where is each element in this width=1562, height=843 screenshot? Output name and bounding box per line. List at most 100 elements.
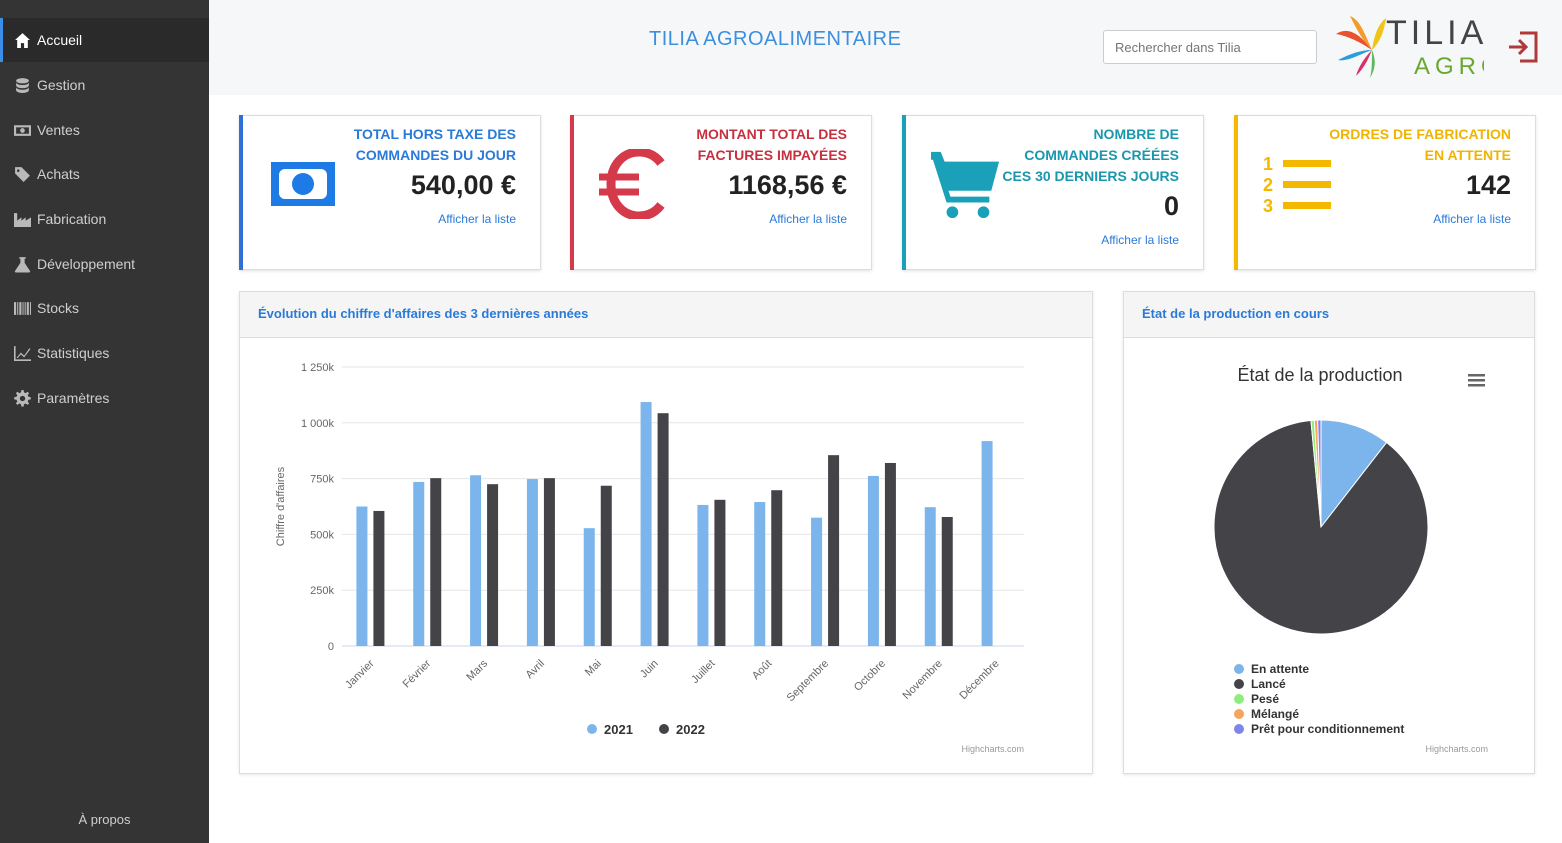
svg-text:1: 1 [1263,154,1273,174]
line-chart-icon [12,344,32,362]
card-title: NOMBRE DE COMMANDES CRÉÉES CES 30 DERNIE… [1002,124,1179,187]
chart-credit: Highcharts.com [961,744,1024,754]
sidebar-item-parametres[interactable]: Paramètres [0,376,209,420]
bar-2022 [430,478,442,646]
logo-text-tilia: TILIA [1386,14,1484,52]
database-icon [12,76,32,94]
bar-2021 [413,481,425,646]
bar-2021 [583,528,595,646]
y-tick-label: 0 [328,641,334,653]
card-title-line: ORDRES DE FABRICATION [1329,126,1511,142]
pie-slice [1320,419,1388,529]
legend-marker [1234,694,1244,704]
card-accent [902,115,906,270]
card-title: MONTANT TOTAL DES FACTURES IMPAYÉES [696,124,847,166]
logo-text-agro: AGRO [1414,53,1484,80]
card-accent [239,115,243,270]
x-tick-label: Avril [524,658,547,681]
legend-label: 2022 [676,722,705,737]
bar-2021 [754,502,766,646]
menu-line [1468,384,1485,387]
top-header: TILIA AGROALIMENTAIRE TILIA AGRO [209,0,1562,95]
x-tick-label: Juillet [689,658,717,686]
bar-2022 [657,413,669,646]
sidebar-item-statistiques[interactable]: Statistiques [0,331,209,375]
chart-credit: Highcharts.com [1425,744,1488,754]
legend-label: Prêt pour conditionnement [1251,722,1404,736]
cart-icon [931,144,1001,224]
x-tick-label: Juin [638,658,661,681]
sidebar-item-gestion[interactable]: Gestion [0,63,209,107]
show-list-link[interactable]: Afficher la liste [438,212,516,226]
bar-2021 [697,504,709,646]
menu-line [1468,379,1485,382]
sidebar-item-fabrication[interactable]: Fabrication [0,197,209,241]
home-icon [12,31,32,49]
bar-2021 [470,475,482,646]
x-tick-label: Décembre [957,658,1001,702]
about-link[interactable]: À propos [78,812,131,827]
legend-marker [1234,664,1244,674]
logout-icon[interactable] [1506,30,1540,64]
x-tick-label: Mai [583,658,604,679]
x-tick-label: Août [750,658,774,682]
sidebar-item-achats[interactable]: Achats [0,152,209,196]
legend-marker [587,724,597,734]
x-tick-label: Janvier [343,657,377,691]
card-title: ORDRES DE FABRICATION EN ATTENTE [1329,124,1511,166]
y-tick-label: 1 000k [301,418,335,430]
card-title-line: MONTANT TOTAL DES [696,126,847,142]
svg-text:2: 2 [1263,175,1273,195]
app-title: TILIA AGROALIMENTAIRE [649,28,902,50]
gear-icon [12,389,32,407]
sidebar-item-label: Accueil [37,32,83,48]
bar-2022 [373,510,385,646]
card-title-line: TOTAL HORS TAXE DES [353,126,516,142]
bar-2022 [487,484,499,646]
x-tick-label: Mars [464,657,490,683]
search-input[interactable] [1103,30,1317,64]
sidebar-item-stocks[interactable]: Stocks [0,286,209,330]
y-tick-label: 750k [310,474,334,486]
card-accent [570,115,574,270]
show-list-link[interactable]: Afficher la liste [1101,233,1179,247]
y-tick-label: 250k [310,585,334,597]
pie-title: État de la production [1237,365,1402,385]
pie-slice [1317,419,1322,528]
bar-2022 [771,490,783,646]
chart-menu-icon[interactable] [1468,374,1485,387]
panel-title: Évolution du chiffre d'affaires des 3 de… [240,292,1092,338]
card-title-line: COMMANDES CRÉÉES [1024,147,1179,163]
bar-2021 [526,479,538,646]
legend-marker [659,724,669,734]
bar-2021 [924,507,936,646]
sidebar-item-label: Gestion [37,77,86,93]
card-value: 1168,56 € [728,170,847,200]
kpi-card-orders-created: NOMBRE DE COMMANDES CRÉÉES CES 30 DERNIE… [902,115,1204,270]
sidebar-item-label: Stocks [37,300,80,316]
bar-2022 [941,516,953,646]
sidebar-item-label: Paramètres [37,390,110,406]
show-list-link[interactable]: Afficher la liste [1433,212,1511,226]
card-title: TOTAL HORS TAXE DES COMMANDES DU JOUR [354,124,516,166]
card-value: 540,00 € [410,170,516,200]
pie-slice [1213,419,1429,635]
barcode-icon [12,299,32,317]
legend-marker [1234,724,1244,734]
show-list-link[interactable]: Afficher la liste [769,212,847,226]
y-tick-label: 500k [310,529,334,541]
card-title-line: EN ATTENTE [1424,147,1511,163]
y-tick-label: 1 250k [301,362,335,374]
sidebar-item-accueil[interactable]: Accueil [0,18,209,62]
bar-2021 [356,506,368,646]
legend-marker [1234,709,1244,719]
card-title-line: NOMBRE DE [1093,126,1179,142]
legend-label: En attente [1251,662,1309,676]
euro-icon [599,144,669,224]
bar-2022 [543,478,555,646]
industry-icon [12,210,32,228]
sidebar-item-developpement[interactable]: Développement [0,242,209,286]
sidebar: Accueil Gestion Ventes Achats Fabricatio… [0,0,209,843]
x-tick-label: Octobre [852,658,888,694]
sidebar-item-ventes[interactable]: Ventes [0,108,209,152]
